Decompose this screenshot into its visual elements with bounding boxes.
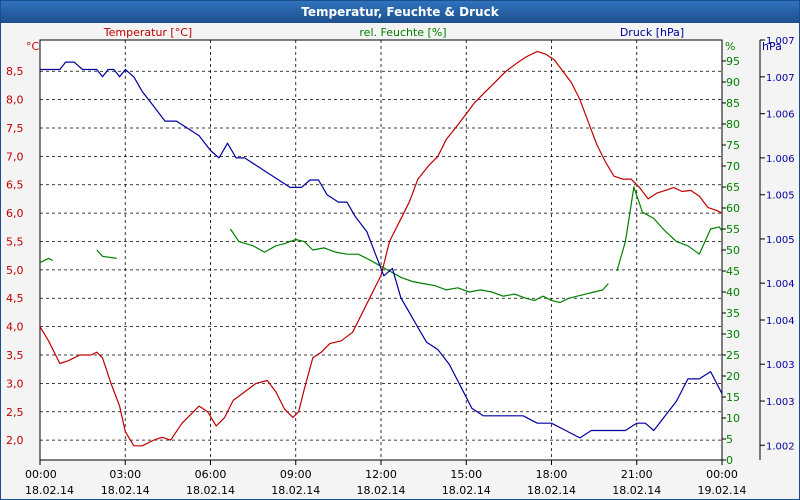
humidity-tick-label: 15 [726, 391, 740, 404]
x-tick-label-date: 18.02.14 [612, 484, 661, 497]
temperature-tick-label: 8,5 [6, 65, 24, 78]
x-tick-label-date: 18.02.14 [357, 484, 406, 497]
humidity-tick-label: 90 [726, 76, 740, 89]
humidity-tick-label: 80 [726, 118, 740, 131]
x-tick-label-time: 09:00 [280, 468, 312, 481]
pressure-tick-label: 1.002 [766, 441, 795, 452]
temperature-tick-label: 7,0 [6, 150, 24, 163]
x-tick-label-time: 03:00 [109, 468, 141, 481]
x-tick-label-time: 15:00 [450, 468, 482, 481]
temperature-tick-label: 4,0 [6, 321, 24, 334]
humidity-tick-label: 50 [726, 244, 740, 257]
pressure-tick-label: 1.003 [766, 397, 795, 408]
humidity-axis-title: rel. Feuchte [%] [359, 26, 446, 39]
pressure-axis-title: Druck [hPa] [620, 26, 684, 39]
humidity-series-line [616, 186, 723, 272]
humidity-tick-label: 60 [726, 202, 740, 215]
humidity-tick-label: 30 [726, 328, 740, 341]
humidity-tick-label: 10 [726, 412, 740, 425]
x-tick-label-date: 18.02.14 [527, 484, 576, 497]
temperature-tick-label: 6,0 [6, 207, 24, 220]
pressure-tick-label: 1.005 [766, 191, 795, 202]
humidity-tick-label: 40 [726, 286, 740, 299]
temperature-tick-label: 3,0 [6, 377, 24, 390]
pressure-series-line [40, 61, 723, 439]
humidity-tick-label: 75 [726, 139, 740, 152]
humidity-tick-label: 85 [726, 97, 740, 110]
chart-title: Temperatur, Feuchte & Druck [1, 1, 799, 23]
x-tick-label-date: 19.02.14 [698, 484, 747, 497]
x-tick-label-time: 00:00 [706, 468, 738, 481]
x-tick-label-date: 18.02.14 [101, 484, 150, 497]
humidity-tick-label: 20 [726, 370, 740, 383]
humidity-tick-label: 55 [726, 223, 740, 236]
humidity-series-line [39, 257, 54, 264]
temperature-tick-label: 6,5 [6, 179, 24, 192]
temperature-series-line [39, 50, 723, 447]
x-tick-label-date: 18.02.14 [442, 484, 491, 497]
pressure-tick-label: 1.007 [766, 73, 795, 84]
pressure-unit-label: hPa [762, 40, 782, 53]
temperature-tick-label: 8,0 [6, 94, 24, 107]
x-tick-label-time: 12:00 [365, 468, 397, 481]
temperature-tick-label: 2,0 [6, 434, 24, 447]
humidity-tick-label: 0 [726, 454, 733, 467]
x-tick-label-date: 18.02.14 [25, 484, 74, 497]
pressure-tick-label: 1.005 [766, 235, 795, 246]
humidity-tick-label: 95 [726, 55, 740, 68]
humidity-series-line [229, 228, 609, 304]
x-tick-label-date: 18.02.14 [186, 484, 235, 497]
temperature-unit-label: °C [26, 40, 40, 53]
temperature-tick-label: 7,5 [6, 122, 24, 135]
humidity-tick-label: 65 [726, 181, 740, 194]
humidity-tick-label: 25 [726, 349, 740, 362]
pressure-tick-label: 1.004 [766, 316, 795, 327]
temperature-tick-label: 5,0 [6, 264, 24, 277]
humidity-tick-label: 70 [726, 160, 740, 173]
x-tick-label-time: 18:00 [536, 468, 568, 481]
pressure-tick-label: 1.004 [766, 279, 795, 290]
pressure-tick-label: 1.007 [766, 36, 795, 47]
pressure-tick-label: 1.006 [766, 110, 795, 121]
temperature-tick-label: 3,5 [6, 349, 24, 362]
x-tick-label-time: 06:00 [195, 468, 227, 481]
humidity-unit-label: % [725, 40, 735, 53]
humidity-tick-label: 45 [726, 265, 740, 278]
pressure-tick-label: 1.006 [766, 154, 795, 165]
temperature-tick-label: 2,5 [6, 406, 24, 419]
pressure-tick-label: 1.003 [766, 360, 795, 371]
x-tick-label-time: 00:00 [25, 468, 57, 481]
temperature-tick-label: 5,5 [6, 235, 24, 248]
temperature-axis-title: Temperatur [°C] [103, 26, 192, 39]
humidity-series-line [96, 249, 117, 259]
x-tick-label-date: 18.02.14 [271, 484, 320, 497]
temperature-tick-label: 4,5 [6, 292, 24, 305]
x-tick-label-time: 21:00 [621, 468, 653, 481]
humidity-tick-label: 5 [726, 433, 733, 446]
humidity-tick-label: 35 [726, 307, 740, 320]
